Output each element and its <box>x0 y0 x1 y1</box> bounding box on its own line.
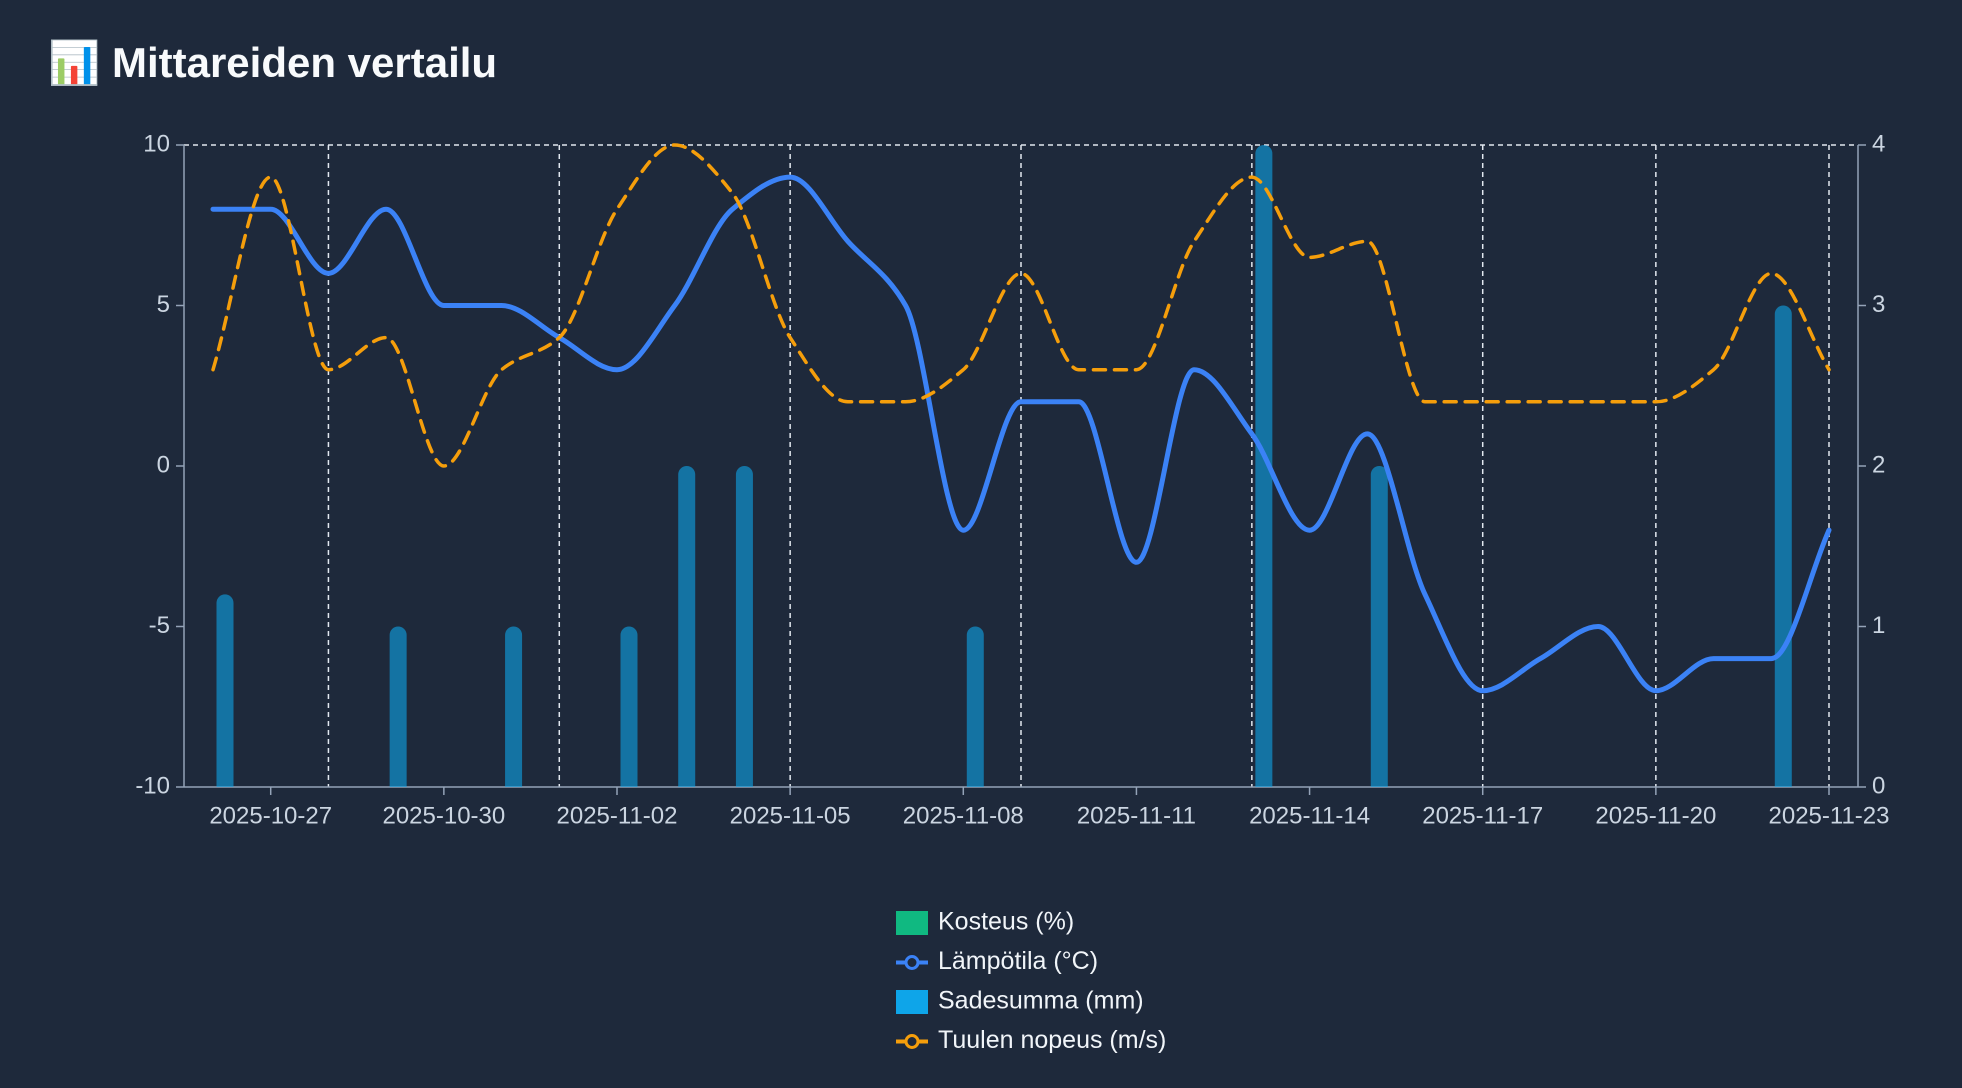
x-tick-label: 2025-11-05 <box>730 802 851 829</box>
legend-label: Lämpötila (°C) <box>938 947 1098 975</box>
y-tick-label: 0 <box>157 451 170 478</box>
legend-swatch <box>896 990 928 1014</box>
chart-title: 📊 Mittareiden vertailu <box>48 38 497 87</box>
line <box>210 174 1832 694</box>
x-tick-label: 2025-11-20 <box>1595 802 1716 829</box>
x-tick-label: 2025-11-14 <box>1249 802 1370 829</box>
x-tick-label: 2025-11-08 <box>903 802 1024 829</box>
x-tick-label: 2025-10-27 <box>209 802 332 829</box>
legend-label: Sadesumma (mm) <box>938 987 1144 1015</box>
bar <box>1255 145 1273 788</box>
y2-tick-label: 1 <box>1872 612 1885 639</box>
line <box>211 143 1831 468</box>
legend-label: Tuulen nopeus (m/s) <box>938 1026 1166 1054</box>
legend-marker <box>904 1034 920 1049</box>
bar <box>505 626 523 787</box>
bar <box>216 594 234 787</box>
x-tick-label: 2025-11-17 <box>1422 802 1543 829</box>
x-tick-label: 2025-11-02 <box>557 802 678 829</box>
legend-marker <box>904 955 920 970</box>
bar <box>1774 305 1792 787</box>
legend-label: Kosteus (%) <box>938 908 1074 936</box>
bar <box>735 466 753 787</box>
legend-swatch <box>896 911 928 935</box>
bar <box>966 626 984 787</box>
x-tick-label: 2025-10-30 <box>382 802 505 829</box>
y2-tick-label: 2 <box>1872 451 1885 478</box>
y-tick-label: -10 <box>135 772 170 799</box>
y2-tick-label: 4 <box>1872 130 1885 157</box>
y-tick-label: 10 <box>143 130 170 157</box>
bar <box>389 626 407 787</box>
x-tick-label: 2025-11-11 <box>1077 802 1196 829</box>
bar <box>1370 466 1388 787</box>
bar <box>678 466 696 787</box>
bar <box>620 626 638 787</box>
y2-tick-label: 3 <box>1872 291 1885 318</box>
y-tick-label: -5 <box>149 612 170 639</box>
y-tick-label: 5 <box>157 291 170 318</box>
y2-tick-label: 0 <box>1872 772 1885 799</box>
x-tick-label: 2025-11-23 <box>1769 802 1890 829</box>
